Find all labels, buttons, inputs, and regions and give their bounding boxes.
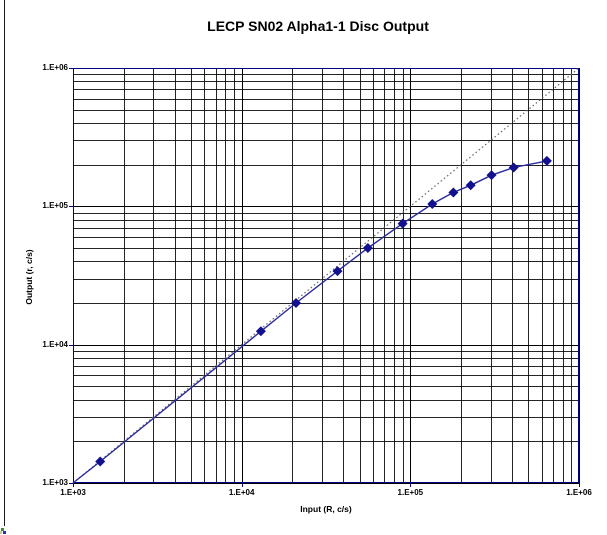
chart-title: LECP SN02 Alpha1-1 Disc Output [207,18,429,34]
data-point-marker [508,162,519,173]
y-axis-title: Output (r, c/s) [24,249,34,305]
left-border-line [4,0,5,526]
artifact-pixel [3,531,6,534]
x-tick-label: 1.E+04 [228,488,255,497]
y-tick-label: 1.E+05 [42,201,68,211]
data-point-marker [95,456,106,467]
data-point-marker [541,155,552,166]
artifact-pixel [0,531,2,534]
data-point-marker [291,298,302,309]
corner-pixel-artifact [0,527,8,535]
x-axis-title: Input (R, c/s) [300,504,352,514]
data-point-marker [486,170,497,181]
x-tick-label: 1.E+05 [397,488,424,497]
x-tick-label: 1.E+06 [566,488,592,497]
y-tick-label: 1.E+06 [42,63,68,72]
data-point-marker [362,242,373,253]
data-point-marker [332,266,343,277]
y-tick-label: 1.E+04 [42,339,68,349]
x-tick-label: 1.E+03 [60,488,86,497]
artifact-pixel [1,528,4,531]
y-tick-label: 1.E+03 [42,478,68,487]
data-point-marker [427,198,438,209]
data-point-marker [448,187,459,198]
data-point-marker [397,218,408,229]
data-point-marker [465,180,476,191]
data-point-marker [255,326,266,337]
